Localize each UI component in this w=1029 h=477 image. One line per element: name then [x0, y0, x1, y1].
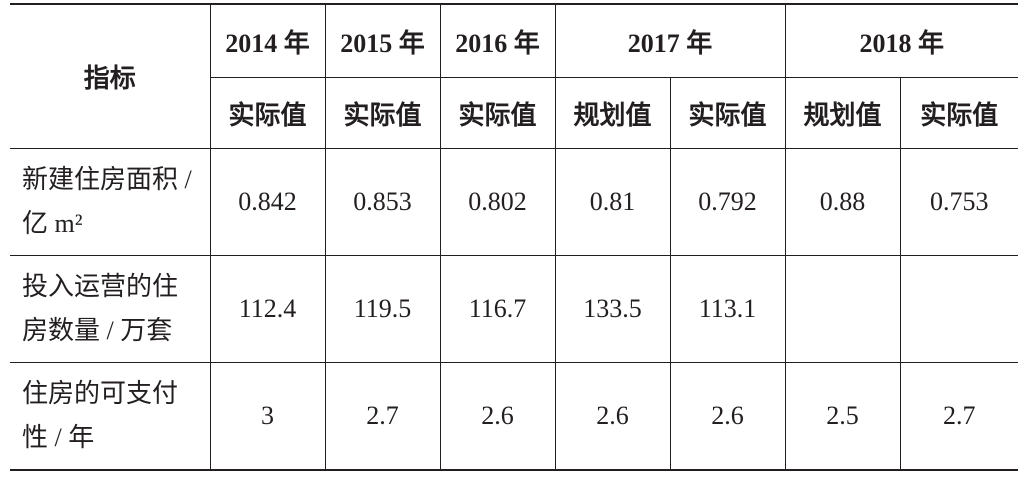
row-label: 新建住房面积 / 亿 m² [10, 148, 211, 256]
cell: 0.88 [784, 148, 901, 256]
header-label: 指标 [10, 3, 211, 149]
year-header: 2016 年 [439, 3, 556, 78]
table-header: 指标 2014 年 2015 年 2016 年 2017 年 2018 年 实际值 实际值… [10, 3, 1019, 149]
header-row: 指标 2014 年 2015 年 2016 年 2017 年 2018 年 [10, 3, 1019, 149]
subheader-row: 实际值 实际值 实际值 规划值 实际值 规划值 实际值 [10, 77, 1019, 149]
cell: 2.7 [324, 362, 441, 471]
cell: 0.753 [899, 148, 1019, 256]
year-header: 2017 年 [554, 3, 786, 78]
row-label: 投入运营的住房数量 / 万套 [10, 255, 211, 363]
table-body: 新建住房面积 / 亿 m² 0.842 0.853 0.802 0.81 0.792 0.8… [10, 148, 1019, 471]
cell: 0.853 [324, 148, 441, 256]
empty-cell [899, 255, 1019, 363]
cell: 133.5 [554, 255, 671, 363]
subheader: 实际值 [324, 77, 441, 149]
cell: 0.81 [554, 148, 671, 256]
subheader: 规划值 [554, 77, 671, 149]
data-table: 指标 2014 年 2015 年 2016 年 2017 年 2018 年 实际值 实际值… [10, 3, 1019, 471]
table-row: 新建住房面积 / 亿 m² 0.842 0.853 0.802 0.81 0.792 0.8… [10, 148, 1019, 256]
table-row: 投入运营的住房数量 / 万套 112.4 119.5 116.7 133.5 113.1 [10, 255, 1019, 363]
table-row: 住房的可支付性 / 年 3 2.7 2.6 2.6 2.6 2.5 2.7 [10, 362, 1019, 471]
cell: 113.1 [669, 255, 786, 363]
subheader: 规划值 [784, 77, 901, 149]
year-header: 2015 年 [324, 3, 441, 78]
cell: 2.6 [554, 362, 671, 471]
subheader: 实际值 [210, 77, 326, 149]
cell: 2.5 [784, 362, 901, 471]
cell: 112.4 [209, 255, 326, 363]
subheader: 实际值 [439, 77, 556, 149]
subheader: 实际值 [899, 77, 1019, 149]
cell: 116.7 [439, 255, 556, 363]
subheader: 实际值 [669, 77, 786, 149]
cell: 2.6 [669, 362, 786, 471]
cell: 119.5 [324, 255, 441, 363]
cell: 0.802 [439, 148, 556, 256]
empty-cell [784, 255, 901, 363]
cell: 0.792 [669, 148, 786, 256]
row-label: 住房的可支付性 / 年 [10, 362, 211, 471]
year-header: 2018 年 [784, 3, 1019, 78]
cell: 3 [209, 362, 326, 471]
cell: 2.7 [899, 362, 1019, 471]
cell: 2.6 [439, 362, 556, 471]
cell: 0.842 [209, 148, 326, 256]
year-header: 2014 年 [209, 3, 326, 78]
